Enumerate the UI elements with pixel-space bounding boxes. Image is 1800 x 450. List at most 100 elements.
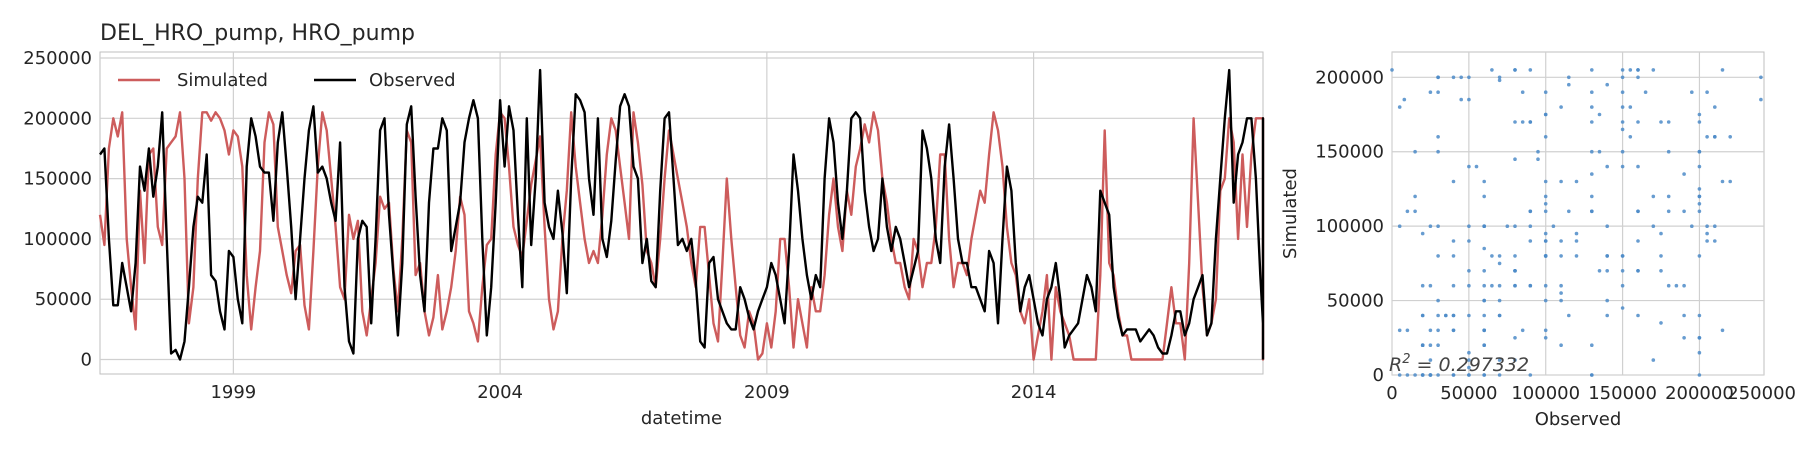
- scatter-point: [1413, 149, 1417, 154]
- scatter-point: [1543, 328, 1548, 333]
- scatter-point: [1620, 149, 1625, 154]
- scatter-point: [1590, 90, 1594, 94]
- scatter-point: [1397, 105, 1402, 109]
- scatter-point: [1497, 313, 1502, 318]
- scatter-point: [1428, 373, 1433, 377]
- scatter-point: [1490, 254, 1494, 258]
- scatter-point: [1620, 283, 1625, 288]
- scatter-point: [1505, 224, 1510, 228]
- scatter-point: [1467, 365, 1471, 370]
- scatter-point: [1490, 68, 1494, 72]
- scatter-point: [1482, 343, 1486, 348]
- scatter-point: [1444, 313, 1448, 318]
- scatter-point: [1559, 283, 1563, 288]
- scatter-point: [1467, 164, 1471, 169]
- scatter-point: [1690, 90, 1694, 94]
- scatter-point: [1590, 149, 1594, 154]
- scatter-x-axis-label: Observed: [1535, 409, 1622, 430]
- scatter-point: [1713, 135, 1717, 139]
- scatter-point: [1513, 358, 1517, 362]
- scatter-point: [1713, 239, 1717, 243]
- scatter-plot-area: [1391, 51, 1765, 376]
- scatter-point: [1459, 97, 1463, 102]
- scatter-point: [1520, 90, 1525, 94]
- scatter-point: [1720, 68, 1725, 72]
- timeseries-x-tick-label: 2004: [477, 382, 523, 403]
- scatter-point: [1605, 313, 1609, 318]
- scatter-point: [1682, 209, 1686, 214]
- scatter-point: [1697, 202, 1702, 206]
- scatter-point: [1590, 105, 1594, 109]
- scatter-point: [1436, 149, 1440, 154]
- scatter-point: [1659, 269, 1663, 273]
- scatter-point: [1528, 224, 1533, 228]
- scatter-point: [1682, 336, 1686, 340]
- scatter-x-tick-label: 150000: [1588, 383, 1657, 404]
- scatter-point: [1436, 343, 1440, 348]
- scatter-point: [1497, 254, 1502, 258]
- timeseries-y-tick-label: 0: [81, 350, 92, 371]
- scatter-point: [1459, 75, 1463, 80]
- timeseries-x-tick-label: 1999: [210, 382, 256, 403]
- scatter-point: [1620, 68, 1625, 72]
- scatter-point: [1697, 254, 1702, 258]
- scatter-point: [1482, 298, 1486, 303]
- scatter-point: [1543, 254, 1548, 258]
- scatter-x-tick-label: 0: [1386, 383, 1397, 404]
- scatter-point: [1659, 254, 1663, 258]
- scatter-point: [1467, 269, 1471, 273]
- scatter-point: [1474, 164, 1479, 169]
- scatter-point: [1428, 328, 1433, 333]
- scatter-point: [1513, 157, 1517, 161]
- scatter-point: [1482, 194, 1486, 199]
- legend: Simulated Observed: [118, 70, 456, 91]
- scatter-point: [1543, 231, 1548, 236]
- scatter-point: [1620, 254, 1625, 258]
- scatter-point: [1543, 194, 1548, 199]
- scatter-point: [1636, 120, 1640, 124]
- timeseries-y-ticks: 0 50000 100000 150000 200000 250000: [23, 48, 92, 370]
- scatter-point: [1397, 373, 1402, 377]
- scatter-point: [1467, 75, 1471, 80]
- scatter-point: [1497, 261, 1502, 266]
- scatter-point: [1467, 97, 1471, 102]
- simulated-line: [98, 111, 1265, 361]
- scatter-point: [1697, 209, 1702, 214]
- scatter-point: [1428, 90, 1433, 94]
- timeseries-panel: DEL_HRO_pump, HRO_pump 0 50000 100000 15000…: [23, 21, 1265, 429]
- scatter-point: [1428, 224, 1433, 228]
- timeseries-x-tick-label: 2014: [1011, 382, 1057, 403]
- scatter-point: [1759, 75, 1763, 80]
- scatter-point: [1666, 209, 1671, 214]
- scatter-point: [1590, 343, 1594, 348]
- scatter-point: [1497, 78, 1502, 83]
- scatter-point: [1451, 254, 1456, 258]
- scatter-point: [1397, 328, 1402, 333]
- scatter-point: [1559, 298, 1563, 303]
- timeseries-series: [98, 68, 1265, 361]
- scatter-point: [1528, 373, 1533, 377]
- scatter-point: [1543, 135, 1548, 139]
- timeseries-grid: [100, 52, 1263, 374]
- scatter-point: [1413, 194, 1417, 199]
- scatter-point: [1451, 313, 1456, 318]
- scatter-point: [1490, 283, 1494, 288]
- scatter-point: [1636, 68, 1640, 72]
- scatter-point: [1451, 328, 1456, 333]
- scatter-point: [1467, 283, 1471, 288]
- scatter-point: [1682, 172, 1686, 176]
- scatter-point: [1436, 254, 1440, 258]
- scatter-point: [1605, 269, 1609, 273]
- scatter-point: [1467, 313, 1471, 318]
- scatter-point: [1436, 328, 1440, 333]
- scatter-point: [1590, 373, 1594, 377]
- scatter-y-tick-label: 50000: [1327, 291, 1384, 312]
- scatter-point: [1543, 336, 1548, 340]
- scatter-point: [1659, 120, 1663, 124]
- scatter-point: [1590, 172, 1594, 176]
- scatter-point: [1559, 343, 1563, 348]
- scatter-point: [1574, 179, 1579, 184]
- scatter-point: [1467, 373, 1471, 377]
